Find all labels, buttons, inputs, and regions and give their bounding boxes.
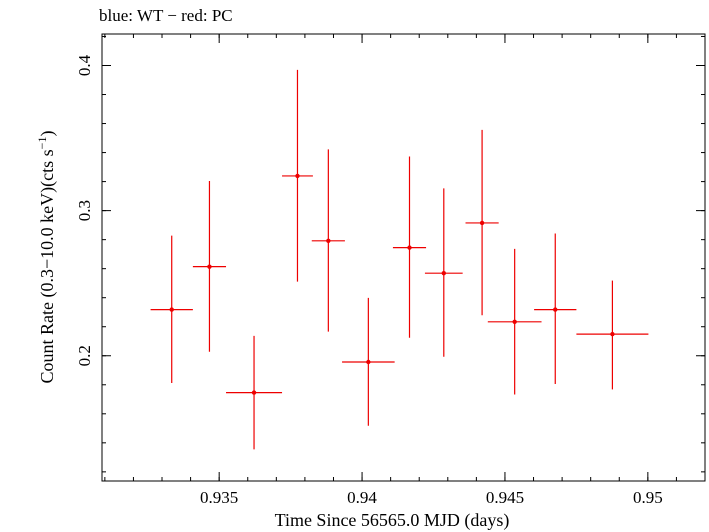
data-point xyxy=(169,307,174,312)
x-axis-label: Time Since 56565.0 MJD (days) xyxy=(275,510,510,531)
data-point-group xyxy=(576,280,649,390)
x-tick-label: 0.94 xyxy=(347,488,377,507)
data-point-group xyxy=(282,69,313,282)
data-point-group xyxy=(226,335,283,450)
data-point-group xyxy=(424,188,463,357)
data-point-group xyxy=(311,149,345,332)
data-point xyxy=(326,238,331,244)
axis-tick-labels: 0.935 0.94 0.945 0.95 0.2 0.3 0.4 xyxy=(75,54,663,507)
data-point-group xyxy=(487,248,542,395)
data-point xyxy=(441,270,446,276)
chart-title: blue: WT − red: PC xyxy=(99,6,233,25)
data-point-group xyxy=(342,297,395,426)
data-point xyxy=(251,390,257,395)
y-tick-label: 0.2 xyxy=(75,345,94,366)
data-series xyxy=(150,69,649,450)
data-point xyxy=(553,307,558,312)
data-point xyxy=(207,264,212,269)
y-axis-label: Count Rate (0.3−10.0 keV)(cts s−1) xyxy=(35,131,58,384)
x-tick-label: 0.95 xyxy=(633,488,663,507)
data-point-group xyxy=(534,233,577,385)
data-point xyxy=(366,359,371,365)
y-axis-label-exponent: −1 xyxy=(35,137,49,150)
x-tick-label: 0.945 xyxy=(486,488,524,507)
data-point-group xyxy=(150,235,193,384)
data-point xyxy=(479,220,485,226)
axis-ticks xyxy=(102,34,706,481)
y-tick-label: 0.3 xyxy=(75,200,94,221)
data-point-group xyxy=(392,156,427,338)
y-axis-label-closing: ) xyxy=(37,131,58,137)
data-point xyxy=(512,319,517,324)
data-point-group xyxy=(192,181,227,352)
y-axis-label-main: Count Rate (0.3−10.0 keV)(cts s xyxy=(37,149,58,383)
data-point xyxy=(295,173,300,179)
plot-frame xyxy=(101,33,706,482)
x-tick-label: 0.935 xyxy=(200,488,238,507)
data-point xyxy=(407,245,412,250)
data-point xyxy=(610,331,615,337)
data-point-group xyxy=(465,129,499,316)
y-tick-label: 0.4 xyxy=(75,54,94,76)
